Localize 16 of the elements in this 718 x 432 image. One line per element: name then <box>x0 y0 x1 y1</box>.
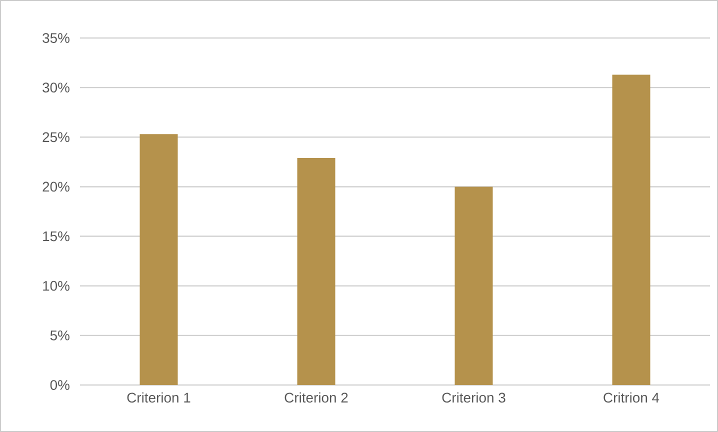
bar <box>140 134 178 385</box>
y-tick-label: 35% <box>42 33 70 43</box>
y-tick-label: 0% <box>50 380 70 390</box>
y-tick-label: 10% <box>43 280 70 291</box>
y-tick-label: 15% <box>43 231 70 242</box>
x-tick-label: Criterion 1 <box>127 392 190 403</box>
y-tick-label: 20% <box>42 182 70 192</box>
x-tick-label: Criterion 3 <box>442 392 506 403</box>
y-tick-label: 25% <box>42 132 70 142</box>
y-tick-label: 30% <box>42 82 70 93</box>
x-tick-label: Critrion 4 <box>604 392 660 403</box>
bar <box>612 74 650 385</box>
bar <box>454 186 493 385</box>
y-tick-label: 5% <box>50 330 70 340</box>
x-tick-label: Criterion 2 <box>284 392 348 403</box>
bar <box>297 158 336 385</box>
